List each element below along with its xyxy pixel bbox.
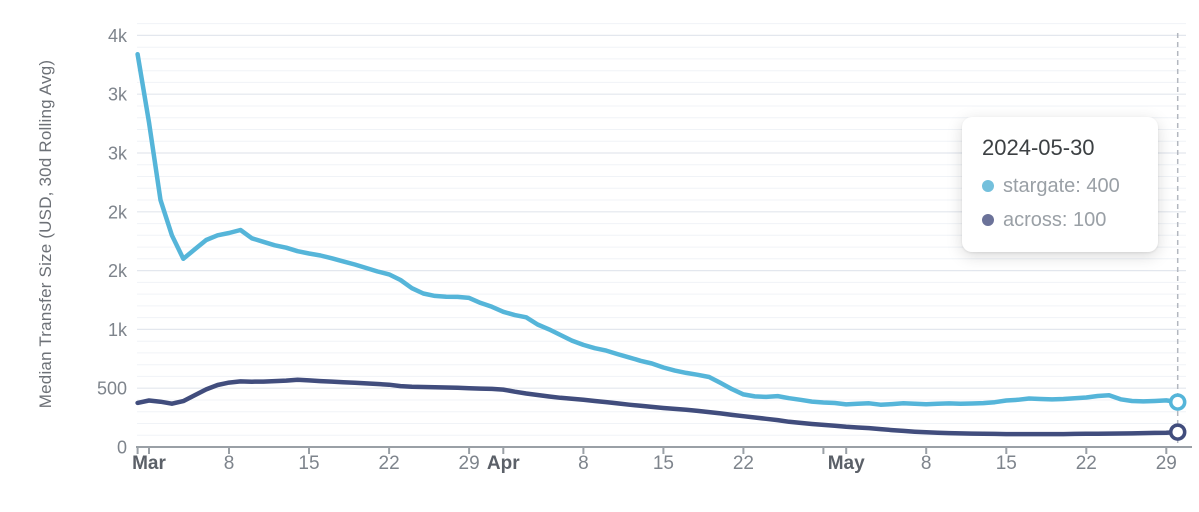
tooltip-row-stargate: stargate: 400 (982, 169, 1138, 203)
y-tick-label: 2k (108, 261, 128, 281)
across-line[interactable] (135, 377, 1180, 437)
stargate-line[interactable] (135, 51, 1180, 407)
x-tick-label: 15 (996, 453, 1017, 474)
across-endpoint-marker[interactable] (1168, 423, 1187, 441)
x-tick-label: 22 (379, 453, 400, 474)
y-tick-label: 2k (108, 202, 128, 222)
y-axis-title: Median Transfer Size (USD, 30d Rolling A… (36, 59, 55, 409)
x-tick-label: 22 (1076, 453, 1097, 474)
x-tick-label: May (828, 453, 865, 474)
across-legend-dot-icon (982, 214, 994, 226)
tooltip: 2024-05-30 stargate: 400 across: 100 (962, 117, 1158, 252)
tooltip-date: 2024-05-30 (982, 135, 1095, 160)
x-tick-label: 15 (653, 453, 674, 474)
y-tick-label: 500 (97, 379, 127, 399)
y-tick-label: 0 (117, 438, 127, 458)
tooltip-stargate-value: stargate: 400 (1003, 174, 1120, 197)
x-tick-label: 8 (578, 453, 589, 474)
stargate-endpoint-marker[interactable] (1168, 393, 1187, 411)
tooltip-row-across: across: 100 (982, 203, 1138, 237)
stargate-legend-dot-icon (982, 180, 994, 192)
y-tick-label: 3k (108, 144, 128, 164)
x-tick-label: 29 (459, 453, 480, 474)
y-tick-label: 4k (108, 26, 128, 46)
x-tick-label: 15 (298, 453, 319, 474)
tooltip-across-value: across: 100 (1003, 208, 1107, 231)
x-tick-label: 8 (224, 453, 235, 474)
y-tick-label: 1k (108, 320, 128, 340)
x-tick-label: 29 (1156, 453, 1177, 474)
x-tick-label: 22 (733, 453, 754, 474)
x-tick-label: 8 (921, 453, 932, 474)
x-tick-label: Apr (487, 453, 520, 474)
y-tick-label: 3k (108, 85, 128, 105)
x-tick-label: Mar (132, 453, 166, 474)
